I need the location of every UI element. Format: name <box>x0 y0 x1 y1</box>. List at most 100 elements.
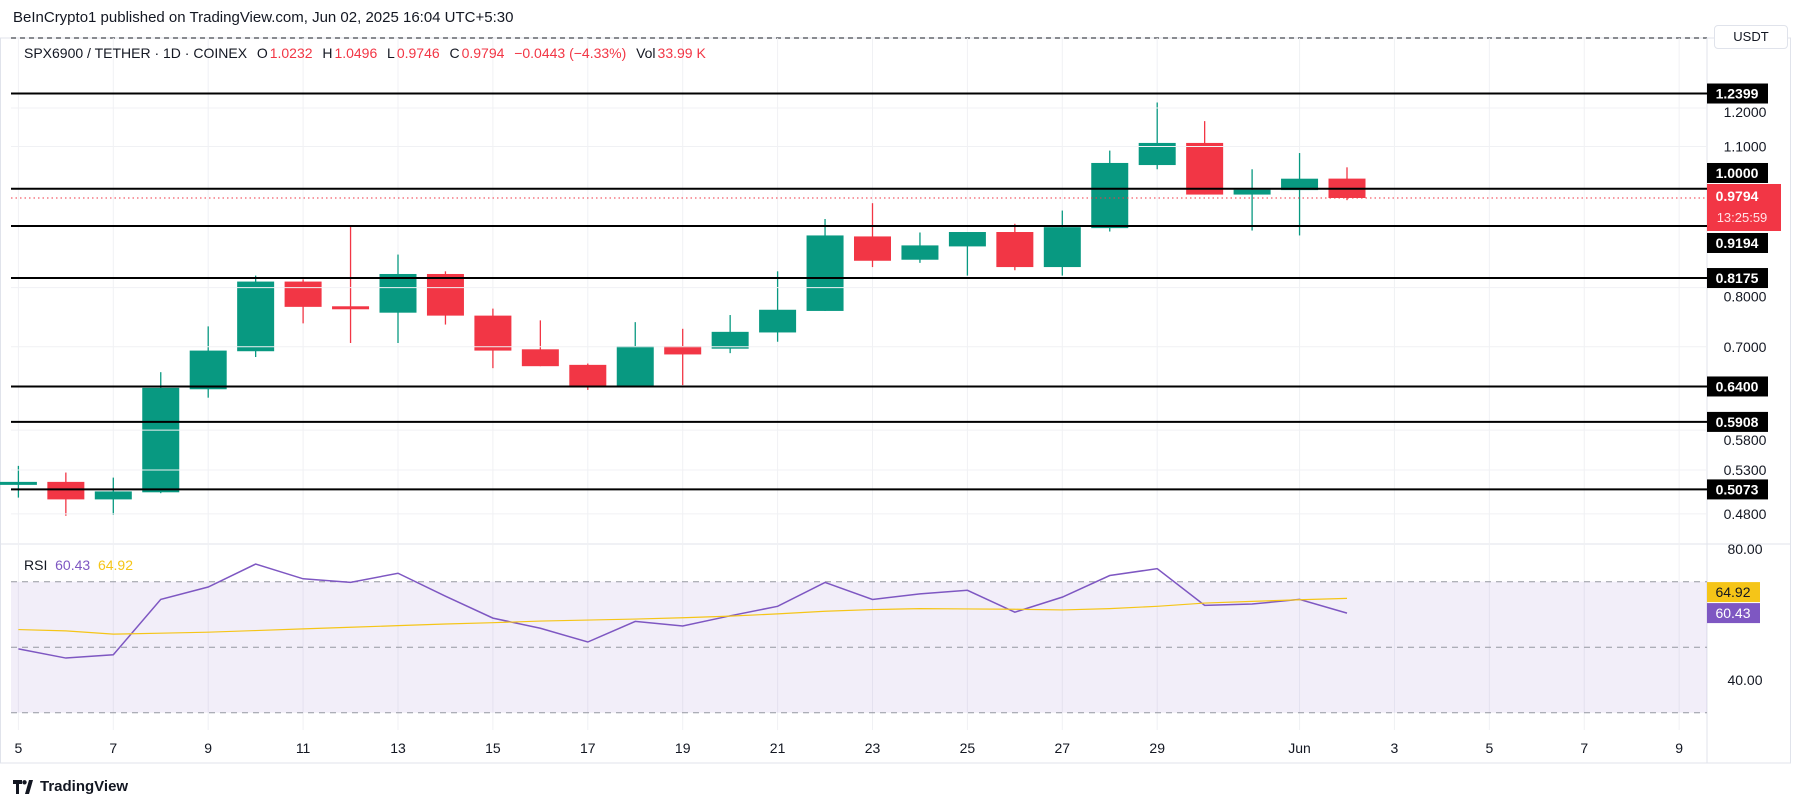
symbol-legend: SPX6900 / TETHER · 1D · COINEX O 1.0232 H… <box>24 45 708 61</box>
x-tick-label: 5 <box>1485 740 1493 756</box>
volume-value: 33.99 K <box>657 45 706 61</box>
volume-label: Vol <box>636 45 656 61</box>
x-tick-label: 7 <box>1580 740 1588 756</box>
candle-body <box>142 387 180 493</box>
rsi-tick-label: 80.00 <box>1727 541 1762 557</box>
rsi-legend: RSI 60.43 64.92 <box>24 557 133 573</box>
candle-body <box>901 245 939 260</box>
candle-body <box>948 232 986 247</box>
x-tick-label: 9 <box>204 740 212 756</box>
candle <box>0 465 37 498</box>
candle <box>189 326 227 398</box>
candle <box>284 279 322 324</box>
y-tick-label: 1.2000 <box>1724 104 1767 120</box>
candle-body <box>1186 142 1224 195</box>
x-tick-label: 13 <box>390 740 406 756</box>
x-tick-label: 27 <box>1055 740 1071 756</box>
candle <box>474 308 512 369</box>
level-label: 1.2399 <box>1716 86 1759 102</box>
candle-body <box>47 481 85 500</box>
x-tick-label: Jun <box>1288 740 1311 756</box>
open-label: O <box>256 45 268 61</box>
level-label: 1.0000 <box>1716 165 1759 181</box>
candle-body <box>569 364 607 387</box>
high-value: 1.0496 <box>334 45 378 61</box>
low-label: L <box>387 45 395 61</box>
candle-body <box>426 273 464 316</box>
candle <box>332 226 370 343</box>
candle-body <box>616 346 654 387</box>
rsi-ma-value: 64.92 <box>97 557 133 573</box>
candle <box>521 320 559 367</box>
candle-body <box>1281 178 1319 191</box>
rsi-ma-line <box>18 597 1348 635</box>
axis-label-layer: 1.2399 1.0000 0.9194 0.8175 0.6400 0.5908 0.50… <box>1707 83 1781 500</box>
candle <box>616 322 654 387</box>
y-tick-label: 0.5300 <box>1724 462 1767 478</box>
candle-body <box>189 350 227 390</box>
candle <box>854 203 891 268</box>
x-tick-label: 7 <box>109 740 117 756</box>
candle <box>47 472 85 516</box>
open-value: 1.0232 <box>269 45 313 61</box>
rsi-title: RSI <box>24 557 48 573</box>
candle <box>711 315 749 354</box>
level-label-bg <box>1707 268 1768 289</box>
candle-body <box>806 235 844 311</box>
level-label: 0.9194 <box>1716 235 1759 251</box>
rsi-axis-label-bg <box>1707 603 1760 624</box>
x-tick-label: 15 <box>485 740 501 756</box>
candle-body <box>1091 162 1129 229</box>
rsi-tick-label: 40.00 <box>1727 672 1762 688</box>
tradingview-logo[interactable]: TradingView <box>13 778 128 795</box>
brand-name: TradingView <box>40 778 129 795</box>
candle <box>996 223 1034 271</box>
candle-body <box>1138 142 1176 166</box>
candle <box>94 477 132 515</box>
tradingview-icon <box>13 779 33 794</box>
level-label-bg <box>1707 162 1768 183</box>
candle <box>426 271 464 325</box>
y-tick-label: 0.7000 <box>1724 339 1767 355</box>
x-tick-label: 25 <box>960 740 976 756</box>
level-label: 0.5073 <box>1716 481 1759 497</box>
level-label-bg <box>1707 232 1768 253</box>
level-label: 0.5908 <box>1716 414 1759 430</box>
countdown-label: 13:25:59 <box>1717 210 1768 225</box>
y-tick-label: 1.1000 <box>1724 139 1767 155</box>
x-tick-label: 19 <box>675 740 691 756</box>
x-tick-label: 23 <box>865 740 881 756</box>
low-value: 0.9746 <box>396 45 440 61</box>
high-label: H <box>322 45 333 61</box>
x-tick-label: 29 <box>1149 740 1165 756</box>
candle <box>379 254 417 343</box>
currency-button[interactable]: USDT <box>1714 25 1788 49</box>
candle-body <box>332 306 370 310</box>
last-price-label-bg <box>1707 183 1781 231</box>
candle-body <box>664 346 702 355</box>
publish-info: BeInCrypto1 published on TradingView.com… <box>13 9 514 26</box>
level-label-bg <box>1707 411 1768 432</box>
close-value: 0.9794 <box>461 45 505 61</box>
candle-body <box>854 236 891 261</box>
rsi-axis-label: 60.43 <box>1715 605 1750 621</box>
candle <box>142 372 180 494</box>
candle-body <box>759 309 797 333</box>
candle-body <box>711 331 749 349</box>
candle-body <box>474 315 512 351</box>
x-tick-label: 9 <box>1675 740 1683 756</box>
candle <box>1138 102 1176 170</box>
candle <box>948 232 986 276</box>
rsi-line <box>18 563 1348 659</box>
candle-body <box>1043 227 1081 268</box>
candle <box>1186 121 1224 195</box>
candle-body <box>94 491 132 500</box>
candle <box>1043 210 1081 276</box>
candle-body <box>1233 189 1271 195</box>
candle <box>1328 167 1366 201</box>
rsi-ma-axis-label-bg <box>1707 582 1760 603</box>
level-label-bg <box>1707 479 1768 500</box>
candle-body <box>521 349 559 367</box>
close-label: C <box>449 45 460 61</box>
